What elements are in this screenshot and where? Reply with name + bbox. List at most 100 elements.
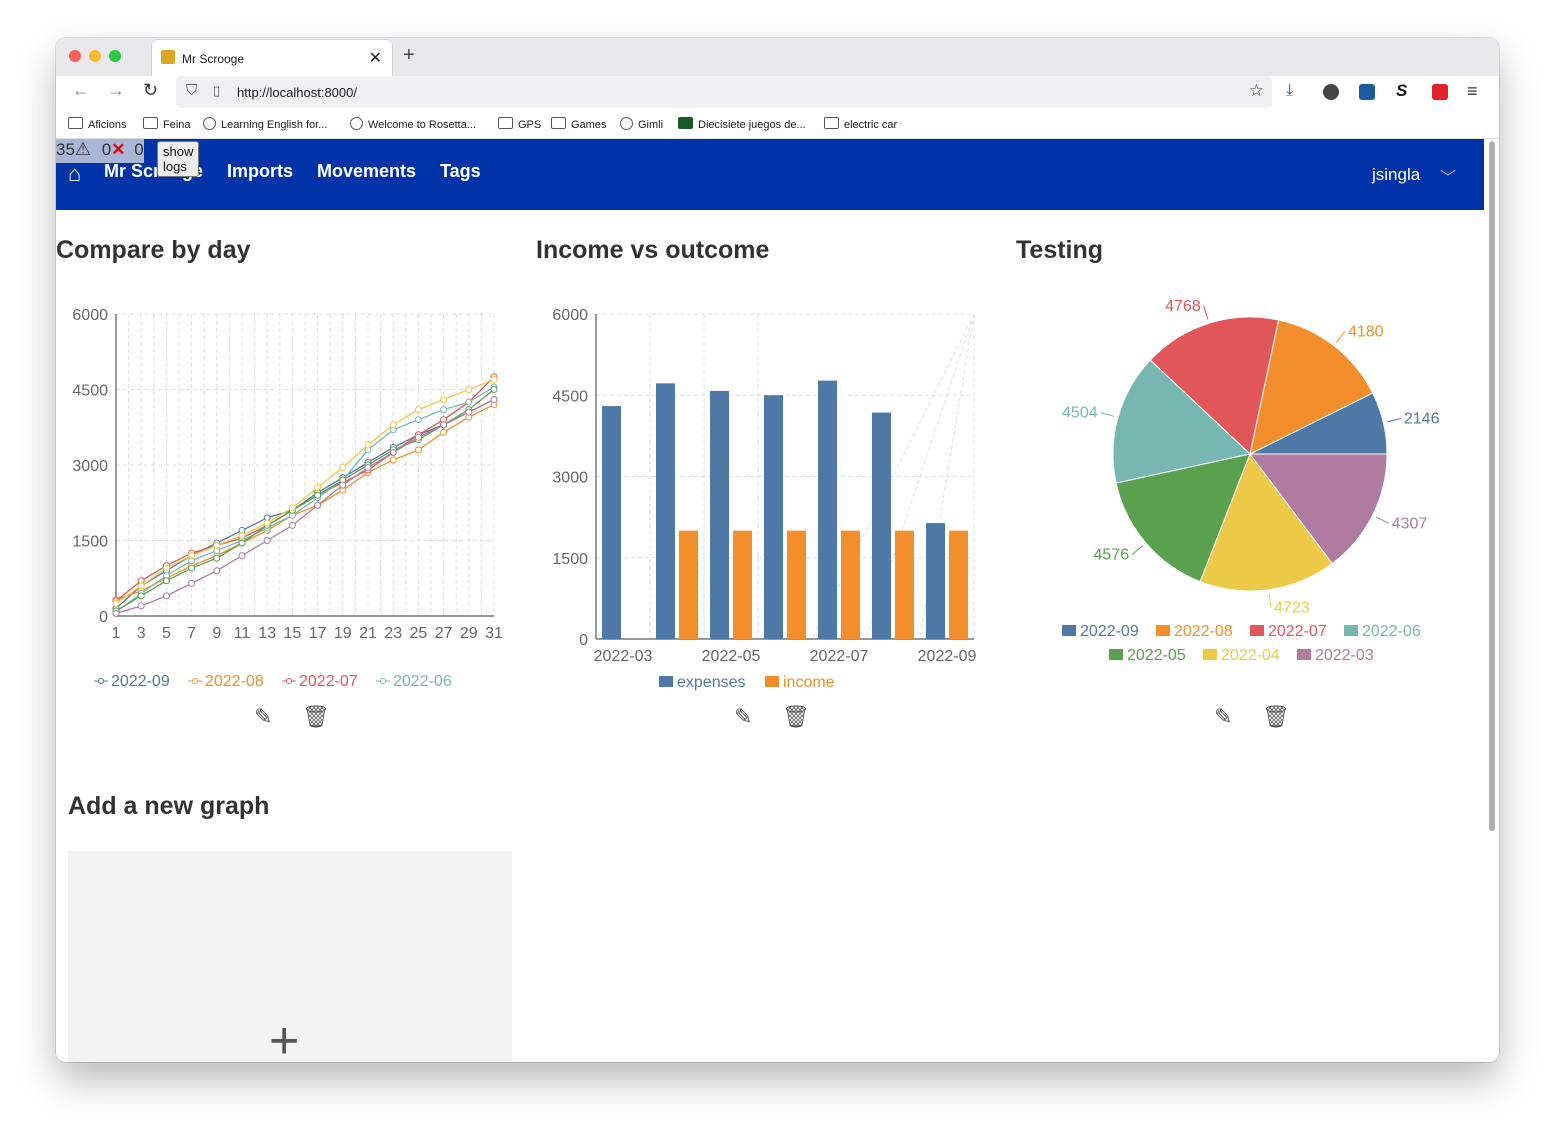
extension-s-icon[interactable]: S: [1396, 81, 1408, 100]
tab-bar: Mr Scrooge ✕ +: [56, 38, 1499, 76]
data-point: [213, 554, 221, 562]
pie-label: 4504: [1062, 405, 1098, 422]
data-point: [188, 564, 196, 572]
legend-item-expenses: expenses: [677, 674, 746, 691]
data-point: [162, 564, 170, 572]
data-point: [490, 386, 498, 393]
bookmark-label: Gimli: [638, 119, 664, 131]
data-point: [440, 406, 448, 414]
edit-graph-icon[interactable]: ✎: [1214, 704, 1233, 729]
menu-imports[interactable]: Imports: [227, 161, 294, 181]
x-tick-label: 11: [234, 625, 251, 642]
bookmark-item[interactable]: electric car: [824, 117, 897, 131]
error-icon: ✕: [111, 140, 126, 159]
menu-movements[interactable]: Movements: [317, 161, 417, 181]
bookmark-item[interactable]: Aficions: [68, 117, 127, 131]
y-tick-label: 0: [579, 632, 588, 649]
extension-red-icon[interactable]: [1432, 84, 1448, 100]
edit-graph-icon[interactable]: ✎: [254, 704, 273, 729]
forward-button[interactable]: →: [107, 80, 125, 100]
pie-label: 4576: [1094, 547, 1130, 564]
legend-marker: [1156, 625, 1170, 636]
home-icon[interactable]: ⌂: [68, 161, 82, 186]
pie-slice-2022-08: [1249, 319, 1374, 455]
page-icon: ▯: [213, 83, 221, 98]
series-line-2022-09: [115, 398, 495, 609]
show-logs-button[interactable]: show logs: [157, 141, 200, 177]
data-point: [440, 428, 448, 436]
x-tick-label: 21: [359, 625, 377, 642]
x-tick-label: 9: [212, 625, 221, 642]
url-bar[interactable]: ⛉ ▯ http://localhost:8000/ ☆: [176, 76, 1272, 108]
pie-label-line: [1375, 516, 1389, 524]
x-tick-label: 2022-05: [702, 648, 761, 665]
x-tick-label: 13: [258, 625, 276, 642]
extension-dice-icon[interactable]: [1359, 84, 1375, 100]
scrollbar[interactable]: [1489, 141, 1495, 831]
user-menu[interactable]: jsingla: [1372, 165, 1421, 184]
legend-marker: [765, 676, 779, 687]
new-tab-button[interactable]: +: [403, 44, 415, 66]
tab-mr-scrooge[interactable]: Mr Scrooge ✕: [152, 40, 392, 76]
data-point: [440, 396, 448, 404]
plus-icon[interactable]: +: [269, 1012, 300, 1062]
menu-icon[interactable]: ≡: [1467, 81, 1478, 101]
legend-marker: [1062, 625, 1076, 636]
data-point: [465, 398, 473, 406]
bookmark-item[interactable]: GPS: [498, 117, 541, 131]
bar-income: [895, 530, 914, 639]
bookmark-item[interactable]: Games: [551, 117, 606, 131]
edit-graph-icon[interactable]: ✎: [734, 704, 753, 729]
x-tick-label: 7: [187, 625, 196, 642]
bar-expenses: [656, 383, 675, 639]
x-tick-label: 2022-03: [594, 648, 653, 665]
menu-tags[interactable]: Tags: [440, 161, 481, 181]
data-point: [288, 521, 296, 529]
log-counter: 35⚠ 0✕ 0 show logs: [56, 139, 200, 177]
bookmark-item[interactable]: Welcome to Rosetta...: [350, 117, 476, 131]
data-point: [490, 396, 498, 404]
legend-item-2022-05: 2022-05: [1127, 647, 1186, 664]
star-icon[interactable]: ☆: [1248, 81, 1264, 100]
pie-slice-2022-07: [1149, 316, 1280, 455]
data-point: [213, 567, 221, 575]
folder-icon: [68, 117, 83, 129]
reload-button[interactable]: ↻: [143, 80, 159, 100]
bookmark-item[interactable]: Diecisiete juegos de...: [678, 117, 806, 131]
delete-graph-icon[interactable]: 🗑: [302, 704, 330, 729]
pie-label: 4307: [1392, 515, 1428, 532]
x-tick-label: 17: [309, 625, 327, 642]
game-icon: [678, 117, 693, 129]
pie-slice-2022-03: [1248, 453, 1388, 565]
zoom-window-button[interactable]: [109, 50, 121, 62]
download-icon[interactable]: ⤓: [1286, 82, 1294, 99]
close-icon[interactable]: ✕: [368, 50, 382, 67]
extension-j-icon[interactable]: [1323, 84, 1339, 100]
delete-graph-icon[interactable]: 🗑: [782, 704, 810, 729]
pie-label-line: [1131, 545, 1144, 556]
bookmark-item[interactable]: Feina: [143, 117, 191, 131]
data-point: [339, 464, 347, 472]
back-button[interactable]: ←: [72, 80, 90, 100]
data-point: [238, 531, 246, 539]
bookmark-label: Games: [571, 119, 607, 131]
add-graph-card[interactable]: +: [68, 851, 512, 1062]
close-window-button[interactable]: [69, 50, 81, 62]
pie-label-line: [1387, 418, 1402, 423]
bar-income: [841, 530, 860, 639]
pie-label: 4768: [1165, 298, 1201, 315]
pie-label-line: [1203, 305, 1209, 320]
grid-line-vertical: [811, 313, 975, 640]
income-vs-outcome-title: Income vs outcome: [536, 236, 770, 264]
bookmark-item[interactable]: Gimli: [620, 117, 663, 131]
data-point: [188, 579, 196, 587]
bar-expenses: [764, 395, 783, 639]
pie-slice-2022-04: [1199, 452, 1333, 592]
bookmark-item[interactable]: Learning English for...: [203, 117, 327, 131]
minimize-window-button[interactable]: [89, 50, 101, 62]
y-tick-label: 1500: [72, 534, 108, 551]
chevron-down-icon[interactable]: ﹀: [1440, 170, 1457, 187]
data-point: [162, 592, 170, 600]
delete-graph-icon[interactable]: 🗑: [1262, 704, 1290, 729]
